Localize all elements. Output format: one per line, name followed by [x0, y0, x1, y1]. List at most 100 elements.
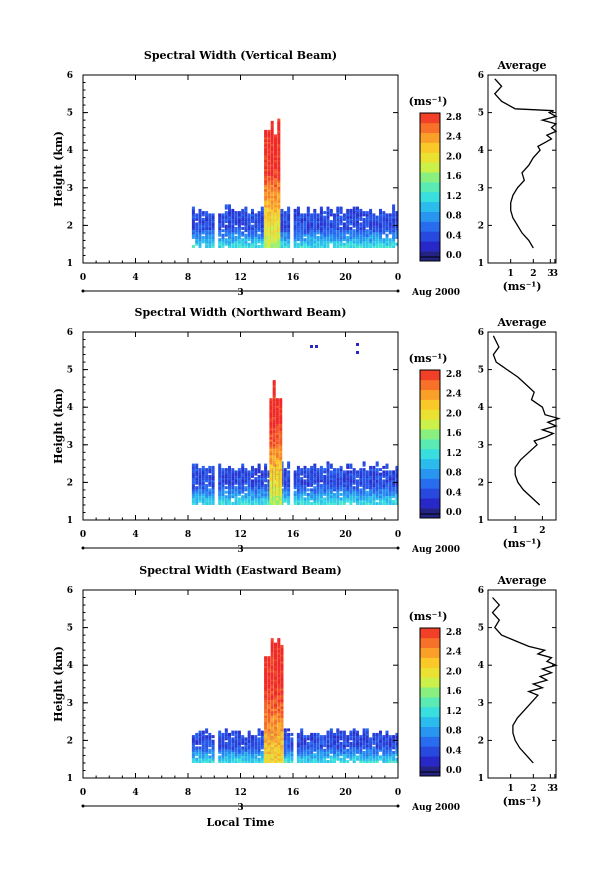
heatmap-cell	[356, 748, 359, 752]
heatmap-cell	[267, 744, 271, 748]
heatmap-cell	[333, 226, 336, 230]
heatmap-cell	[254, 750, 258, 754]
heatmap-cell	[333, 483, 336, 487]
heatmap-cell	[275, 470, 279, 474]
heatmap-cell	[270, 179, 274, 183]
heatmap-cell	[280, 690, 284, 693]
heatmap-cell	[365, 483, 369, 487]
heatmap-cell	[277, 195, 281, 199]
heatmap-cell	[231, 750, 235, 754]
heatmap-cell	[277, 190, 281, 194]
heatmap-cell	[218, 490, 222, 494]
heatmap-cell	[221, 242, 225, 246]
heatmap-cell	[306, 224, 310, 228]
heatmap-cell	[260, 497, 264, 501]
heatmap-cell	[296, 233, 300, 237]
heatmap-cell	[356, 242, 359, 246]
heatmap-cell	[395, 468, 399, 472]
heatmap-cell	[280, 753, 284, 757]
heatmap-cell	[254, 735, 258, 739]
heatmap-cell	[362, 479, 366, 483]
heatmap-cell	[375, 746, 379, 750]
heatmap-cell	[352, 741, 356, 745]
heatmap-cell	[277, 760, 281, 763]
heatmap-cell	[339, 735, 343, 739]
heatmap-cell	[277, 163, 281, 167]
heatmap-cell	[362, 477, 366, 481]
heatmap-cell	[319, 240, 323, 244]
heatmap-cell	[198, 477, 202, 481]
colorbar-swatch	[420, 379, 440, 391]
heatmap-cell	[279, 490, 283, 494]
heatmap-cell	[257, 465, 261, 469]
heatmap-cell	[254, 760, 258, 763]
heatmap-cell	[267, 163, 271, 167]
heatmap-cell	[208, 755, 212, 759]
heatmap-cell	[277, 118, 281, 122]
heatmap-cell	[267, 175, 271, 178]
heatmap-cell	[388, 497, 392, 501]
heatmap-cell	[365, 229, 369, 233]
heatmap-cell	[385, 242, 389, 246]
heatmap-cell	[287, 732, 291, 736]
heatmap-cell	[346, 472, 350, 476]
heatmap-cell	[296, 739, 300, 743]
heatmap-cell	[264, 495, 268, 499]
heatmap-cell	[234, 213, 238, 217]
heatmap-cell	[342, 226, 346, 230]
heatmap-cell	[269, 452, 273, 456]
heatmap-cell	[218, 741, 222, 745]
heatmap-cell	[279, 452, 283, 456]
heatmap-cell	[244, 737, 248, 741]
heatmap-cell	[329, 495, 333, 499]
heatmap-cell	[359, 744, 363, 748]
heatmap-cell	[241, 486, 245, 490]
heatmap-cell	[264, 132, 268, 136]
heatmap-cell	[300, 240, 304, 244]
heatmap-cell	[191, 245, 195, 248]
heatmap-cell	[267, 669, 271, 673]
heatmap-cell	[326, 744, 330, 748]
heatmap-cell	[296, 757, 300, 761]
heatmap-cell	[303, 737, 307, 741]
heatmap-cell	[274, 154, 277, 158]
heatmap-cell	[211, 483, 215, 487]
heatmap-cell	[342, 737, 346, 741]
heatmap-cell	[201, 240, 205, 244]
heatmap-cell	[257, 728, 261, 732]
heatmap-cell	[279, 483, 283, 487]
heatmap-cell	[234, 753, 238, 757]
heatmap-cell	[191, 741, 195, 745]
heatmap-cell	[231, 486, 235, 490]
heatmap-cell	[272, 445, 276, 449]
heatmap-cell	[211, 735, 215, 739]
colorbar-swatch	[420, 478, 440, 489]
heatmap-cell	[277, 678, 281, 682]
heatmap-cell	[247, 238, 251, 242]
heatmap-cell	[300, 744, 304, 748]
heatmap-cell	[388, 220, 392, 224]
heatmap-cell	[319, 477, 323, 481]
heatmap-cell	[270, 175, 274, 178]
heatmap-cell	[267, 672, 271, 675]
heatmap-cell	[349, 757, 353, 761]
heatmap-cell	[392, 755, 396, 759]
heatmap-cell	[267, 723, 271, 727]
heatmap-cell	[277, 750, 281, 754]
heatmap-cell	[277, 703, 281, 707]
heatmap-cell	[280, 739, 284, 743]
heatmap-cell	[224, 242, 228, 246]
heatmap-cell	[267, 656, 271, 660]
y-tick-label: 4	[67, 661, 73, 671]
heatmap-cell	[224, 233, 228, 237]
heatmap-cell	[218, 748, 222, 752]
heatmap-cell	[234, 739, 238, 743]
heatmap-cell	[257, 741, 261, 745]
heatmap-cell	[247, 492, 251, 496]
heatmap-cell	[228, 206, 231, 210]
heatmap-cell	[260, 760, 264, 763]
heatmap-cell	[198, 499, 202, 503]
heatmap-cell	[198, 240, 202, 244]
heatmap-cell	[280, 748, 284, 752]
heatmap-cell	[356, 222, 359, 226]
